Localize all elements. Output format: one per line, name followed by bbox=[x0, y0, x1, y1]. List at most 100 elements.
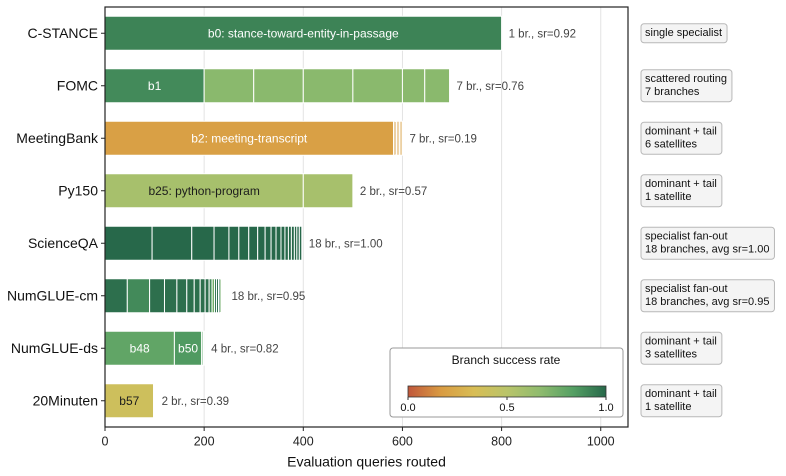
side-note-box bbox=[640, 121, 723, 155]
side-note-box bbox=[640, 279, 775, 313]
y-tick-label: C-STANCE bbox=[27, 25, 98, 41]
side-note-box bbox=[640, 384, 723, 418]
side-note-text: dominant + tail bbox=[645, 126, 717, 138]
y-tick-label: ScienceQA bbox=[28, 235, 99, 251]
bar-segment bbox=[104, 68, 205, 104]
segment-label: b57 bbox=[119, 394, 139, 408]
side-note-C-STANCE: single specialist bbox=[640, 23, 728, 44]
bar-segment bbox=[104, 173, 304, 209]
y-tick-label: FOMC bbox=[57, 77, 98, 93]
bar-segment bbox=[248, 225, 259, 261]
bar-annotation: 18 br., sr=0.95 bbox=[231, 291, 305, 303]
side-note-text: 3 satellites bbox=[645, 349, 697, 361]
bar-segment bbox=[264, 225, 272, 261]
x-axis-label: Evaluation queries routed bbox=[287, 454, 446, 470]
bar-annotation: 1 br., sr=0.92 bbox=[509, 28, 576, 40]
side-note-box bbox=[640, 23, 728, 44]
segment-label: b50 bbox=[178, 341, 198, 355]
legend-box bbox=[389, 347, 624, 418]
segment-label: b0: stance-toward-entity-in-passage bbox=[208, 26, 399, 40]
y-tick-label: 20Minuten bbox=[33, 392, 98, 408]
bar-segment bbox=[284, 225, 289, 261]
side-note-text: specialist fan-out bbox=[645, 283, 728, 295]
bar-segment bbox=[253, 68, 304, 104]
bar-segment bbox=[257, 225, 266, 261]
bar-segment bbox=[163, 278, 178, 314]
bar-segment bbox=[238, 225, 250, 261]
bar-row-ScienceQA: 18 br., sr=1.00 bbox=[104, 225, 383, 261]
side-note-text: 7 branches bbox=[645, 86, 700, 98]
colorbar-legend: Branch success rate 0.0 0.5 1.0 bbox=[389, 347, 624, 418]
bar-annotation: 2 br., sr=0.57 bbox=[360, 186, 427, 198]
y-tick-label: MeetingBank bbox=[16, 130, 99, 146]
x-tick-label: 800 bbox=[491, 434, 512, 448]
bar-annotation: 4 br., sr=0.82 bbox=[211, 343, 278, 355]
bar-segment bbox=[204, 278, 210, 314]
bar-segment bbox=[149, 278, 165, 314]
side-note-text: 6 satellites bbox=[645, 139, 697, 151]
bar-row-Py150: b25: python-program 2 br., sr=0.57 bbox=[104, 173, 427, 209]
side-note-box bbox=[640, 331, 723, 365]
bar-row-MeetingBank: b2: meeting-transcript 7 br., sr=0.19 bbox=[104, 120, 477, 156]
side-note-text: 1 satellite bbox=[645, 191, 691, 203]
x-tick-label: 600 bbox=[392, 434, 413, 448]
bar-segment bbox=[302, 173, 354, 209]
side-note-text: dominant + tail bbox=[645, 178, 717, 190]
bar-annotation: 7 br., sr=0.76 bbox=[457, 81, 524, 93]
bar-segment bbox=[104, 330, 175, 366]
segment-label: b25: python-program bbox=[148, 184, 259, 198]
bar-segment bbox=[199, 278, 206, 314]
side-note-text: 1 satellite bbox=[645, 401, 691, 413]
bar-segment bbox=[203, 68, 255, 104]
side-note-text: dominant + tail bbox=[645, 388, 717, 400]
bar-row-NumGLUE-cm: 18 br., sr=0.95 bbox=[104, 278, 305, 314]
segment-label: b2: meeting-transcript bbox=[191, 131, 308, 145]
bar-annotation: 7 br., sr=0.19 bbox=[409, 133, 476, 145]
side-note-text: specialist fan-out bbox=[645, 231, 728, 243]
side-note-box bbox=[640, 174, 723, 208]
bar-segment bbox=[176, 278, 188, 314]
bar-row-C-STANCE: b0: stance-toward-entity-in-passage 1 br.… bbox=[104, 15, 576, 51]
side-note-text: 18 branches, avg sr=1.00 bbox=[645, 244, 769, 256]
bar-segment bbox=[193, 278, 201, 314]
bar-segment bbox=[191, 225, 215, 261]
x-tick-label: 400 bbox=[293, 434, 314, 448]
bar-segment bbox=[228, 225, 240, 261]
side-note-text: dominant + tail bbox=[645, 336, 717, 348]
x-tick-label: 1000 bbox=[587, 434, 615, 448]
bar-segment bbox=[104, 278, 128, 314]
bar-segment bbox=[151, 225, 193, 261]
y-tick-label: NumGLUE-ds bbox=[11, 340, 98, 356]
x-tick-label: 200 bbox=[194, 434, 215, 448]
bar-segment bbox=[126, 278, 151, 314]
bar-row-FOMC: b1 7 br., sr=0.76 bbox=[104, 68, 524, 104]
bar-segment bbox=[280, 225, 286, 261]
bar-segment bbox=[104, 15, 503, 51]
bar-segment bbox=[104, 225, 153, 261]
bar-annotation: 2 br., sr=0.39 bbox=[162, 396, 229, 408]
bar-segment bbox=[298, 225, 303, 261]
colorbar-tick-label: 0.0 bbox=[400, 402, 415, 414]
bar-segment bbox=[186, 278, 195, 314]
bar-segment bbox=[424, 68, 451, 104]
bars: b0: stance-toward-entity-in-passage 1 br.… bbox=[104, 15, 576, 419]
bar-segment bbox=[213, 225, 230, 261]
bar-segment bbox=[401, 68, 426, 104]
bar-segment bbox=[302, 68, 354, 104]
side-note-text: 18 branches, avg sr=0.95 bbox=[645, 296, 769, 308]
y-tick-label: Py150 bbox=[58, 182, 98, 198]
bar-segment bbox=[400, 120, 403, 156]
colorbar-tick-label: 0.5 bbox=[499, 402, 514, 414]
bar-row-20Minuten: b57 2 br., sr=0.39 bbox=[104, 383, 229, 419]
side-note-text: single specialist bbox=[645, 27, 722, 39]
bar-annotation: 18 br., sr=1.00 bbox=[309, 238, 383, 250]
axes: C-STANCE FOMC MeetingBank Py150 ScienceQA Num… bbox=[7, 6, 629, 470]
